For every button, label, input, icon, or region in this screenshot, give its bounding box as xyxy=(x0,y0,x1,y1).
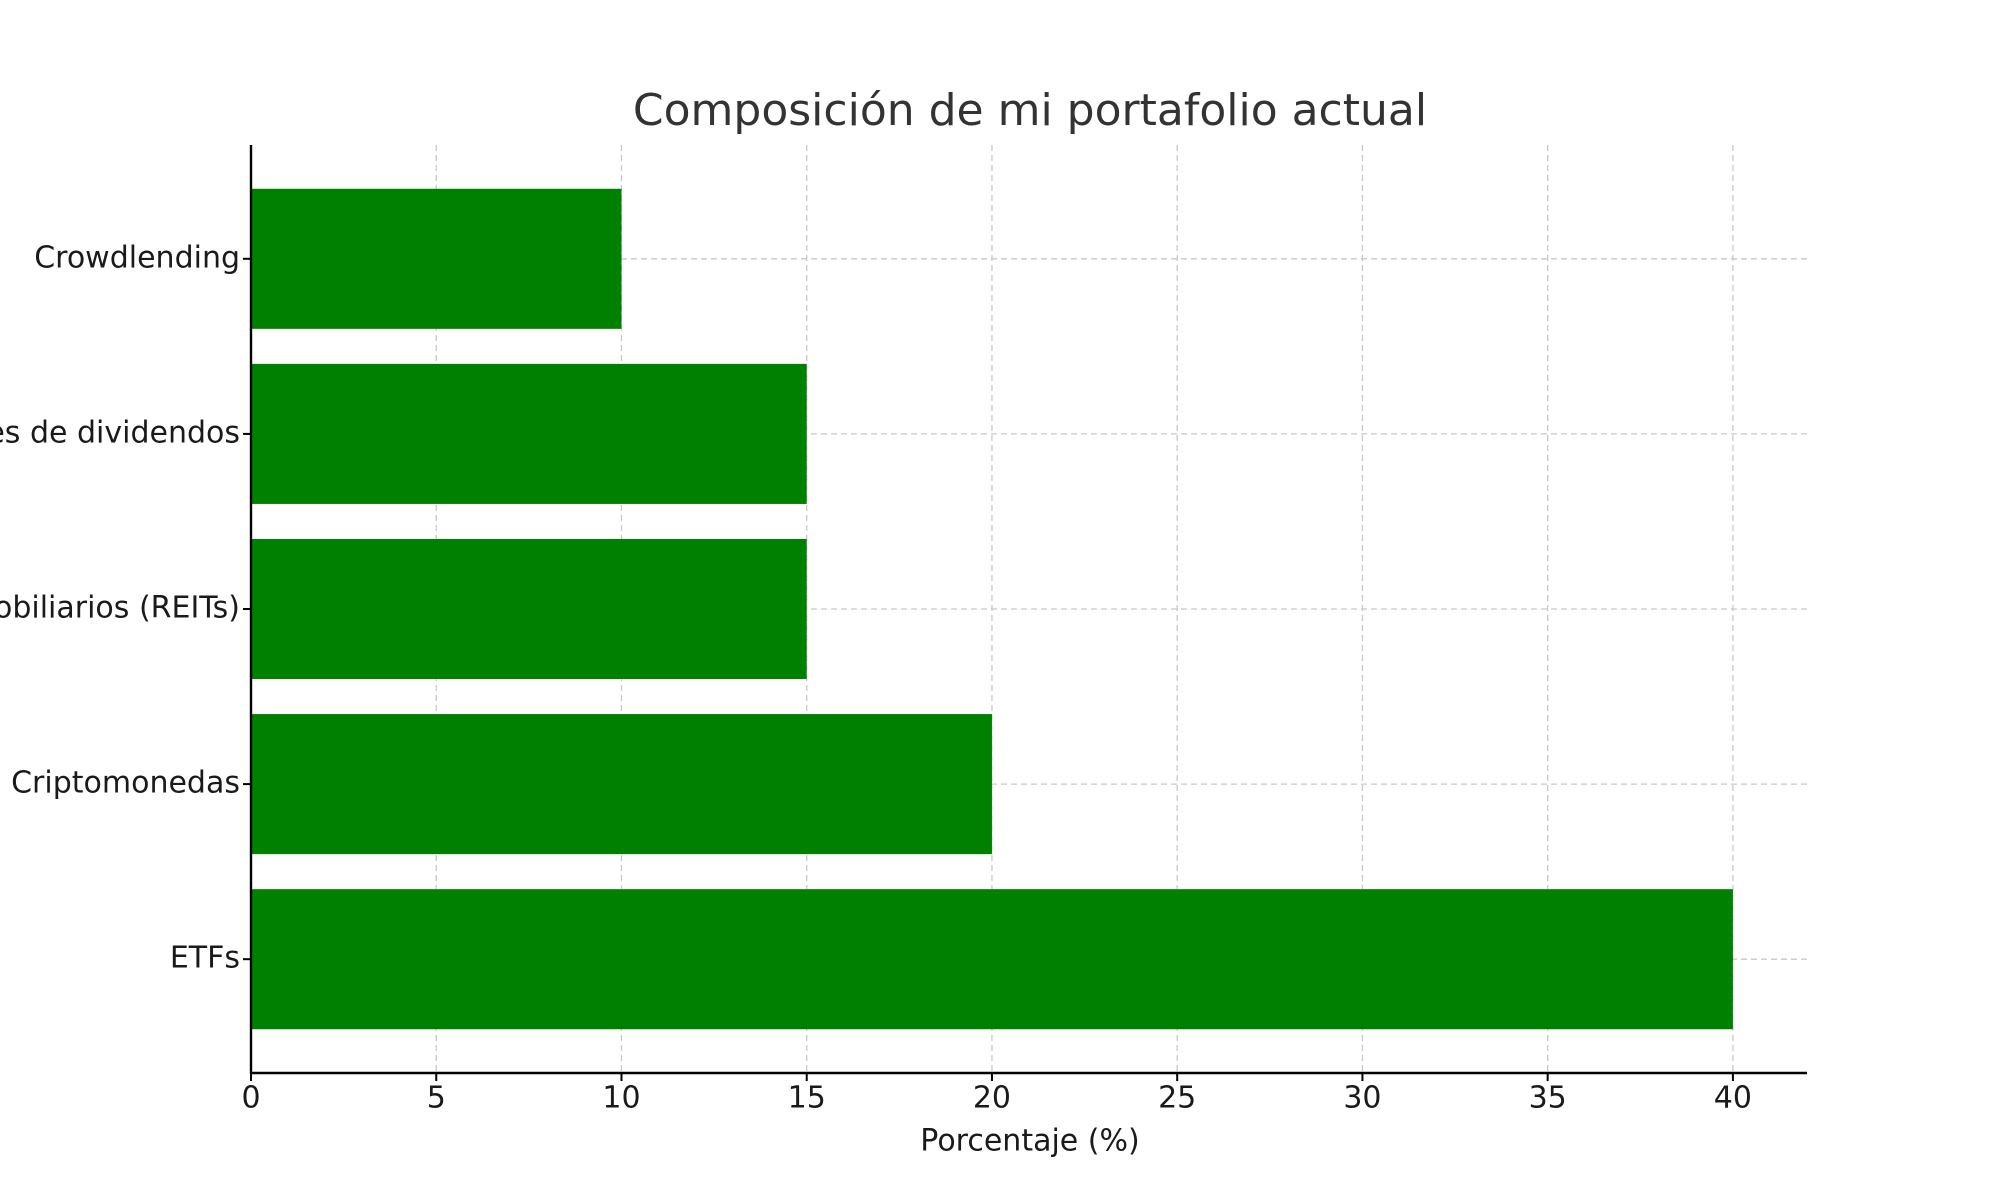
x-axis-label: Porcentaje (%) xyxy=(920,1124,1139,1159)
x-tick-label: 40 xyxy=(1714,1081,1752,1116)
bar xyxy=(251,889,1733,1030)
bar xyxy=(251,714,992,855)
y-tick-label: Fondos inmobiliarios (REITs) xyxy=(0,591,240,626)
y-tick-label: Crowdlending xyxy=(34,240,240,275)
bar xyxy=(251,188,622,329)
x-tick-label: 5 xyxy=(427,1081,446,1116)
x-tick-label: 25 xyxy=(1158,1081,1196,1116)
x-tick-label: 15 xyxy=(788,1081,826,1116)
x-tick-label: 35 xyxy=(1529,1081,1567,1116)
x-tick-label: 0 xyxy=(241,1081,260,1116)
y-tick-label: Criptomonedas xyxy=(11,766,240,801)
x-tick-label: 20 xyxy=(973,1081,1011,1116)
bar xyxy=(251,363,807,504)
x-tick-label: 30 xyxy=(1343,1081,1381,1116)
x-tick-label: 10 xyxy=(602,1081,640,1116)
chart-title: Composición de mi portafolio actual xyxy=(633,85,1427,136)
bar xyxy=(251,538,807,680)
y-tick-label: ETFs xyxy=(170,941,240,976)
y-tick-label: Acciones de dividendos xyxy=(0,415,240,450)
